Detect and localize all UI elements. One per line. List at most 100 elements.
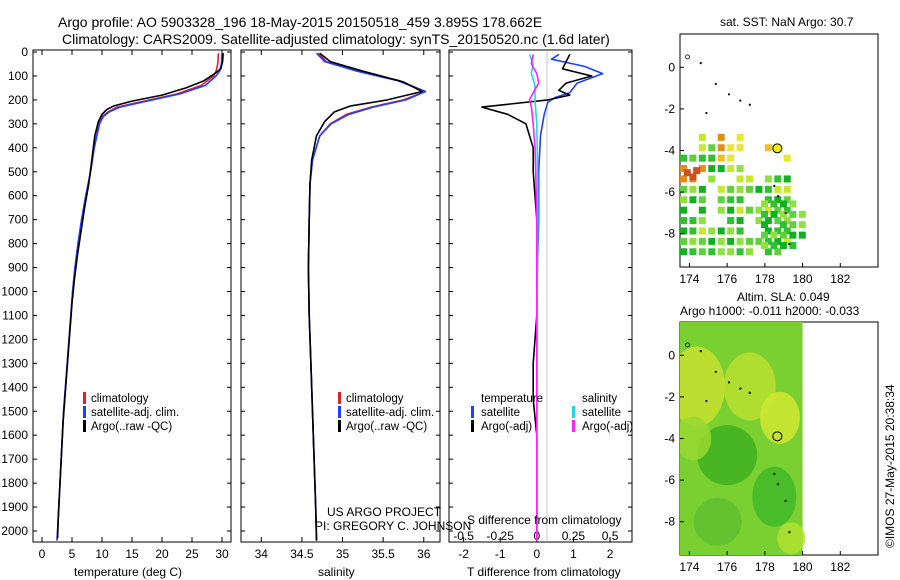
sst-map-coastline <box>685 54 791 246</box>
depth-tick-label: 1800 <box>1 476 28 490</box>
sst-cell <box>727 237 735 245</box>
sst-cell <box>764 248 772 256</box>
sst-cell <box>789 200 797 208</box>
sst-cell <box>755 185 763 193</box>
x-tick-label: 36 <box>417 547 431 561</box>
sla-blob <box>680 346 725 427</box>
depth-axis: 0 100 200 300 400 500 600 700 800 900 1000 1100 1200… <box>1 45 632 538</box>
sst-cell <box>783 175 791 183</box>
sla-map-field <box>680 322 806 555</box>
series-line-satellite-adj-clim- <box>56 53 223 541</box>
legend-label-argo: Argo(..raw -QC) <box>91 421 172 433</box>
sst-cell <box>717 196 725 204</box>
lon-tick-label: 178 <box>755 272 775 286</box>
island-dot <box>714 370 717 374</box>
depth-tick-label: 700 <box>8 213 28 227</box>
s-tick-label: 0.5 <box>602 529 619 543</box>
x-tick-label: -2 <box>458 547 469 561</box>
legend-swatch-s-argo <box>572 420 575 432</box>
salinity-x-axis: 34 34.5 35 35.5 36 <box>255 50 431 561</box>
salinity-xlabel: salinity <box>318 565 355 579</box>
sst-cell <box>698 237 706 245</box>
sst-cell <box>736 185 744 193</box>
x-tick-label: -1 <box>495 547 506 561</box>
sst-cell <box>798 221 806 229</box>
x-tick-label: 34 <box>255 547 269 561</box>
depth-tick-label: 400 <box>8 141 28 155</box>
sst-cell <box>770 231 778 239</box>
salinity-profiles <box>307 52 427 541</box>
lon-tick-label: 178 <box>755 560 775 574</box>
sst-cell <box>680 248 687 256</box>
island-dot <box>748 391 751 394</box>
sla-blob <box>777 522 806 555</box>
island-dot <box>748 103 751 106</box>
island-dot <box>739 387 742 390</box>
sst-cell <box>774 185 782 193</box>
sst-cell <box>746 185 753 193</box>
sst-cell <box>783 154 791 162</box>
temperature-plot-frame <box>32 49 232 543</box>
sst-cell <box>779 242 787 250</box>
island-dot <box>776 483 780 486</box>
difference-plot-frame <box>448 49 633 543</box>
legend-label-climatology: climatology <box>346 393 404 405</box>
sst-cell <box>727 144 735 152</box>
sst-cell <box>727 227 735 235</box>
sst-cell <box>764 196 772 204</box>
sst-cell <box>755 217 763 225</box>
island-dot <box>727 93 731 96</box>
x-tick-label: 0 <box>39 547 46 561</box>
s-tick-label: -0.5 <box>453 529 474 543</box>
sst-cell <box>698 185 706 193</box>
sst-cell <box>755 237 763 245</box>
sst-cell <box>783 217 791 225</box>
sst-cell <box>770 210 778 218</box>
sst-cell <box>736 217 744 225</box>
series-line-temperature-argo-adj- <box>481 54 593 541</box>
sst-cell <box>689 237 697 245</box>
island-dot <box>773 184 776 187</box>
lon-tick-label: 180 <box>793 560 813 574</box>
sst-cell <box>727 248 735 256</box>
sst-cell <box>746 175 753 183</box>
x-tick-label: 34.5 <box>290 547 314 561</box>
sst-cell <box>689 248 697 256</box>
sst-map-axes: 174 176 178 180 182 0 -2 -4 -6 -8 <box>664 60 850 286</box>
sst-cell <box>717 237 725 245</box>
series-line-satellite-adj-clim- <box>307 52 427 541</box>
legend-swatch-climatology <box>83 392 86 404</box>
sst-cell <box>783 196 791 204</box>
sst-cell <box>736 227 744 235</box>
sst-cell <box>717 133 725 141</box>
sst-cell <box>680 206 687 214</box>
sst-cell <box>764 144 772 152</box>
island-dot <box>714 82 717 86</box>
pi-label: PI: GREGORY C. JOHNSON <box>315 519 471 533</box>
island-dot <box>727 381 731 384</box>
depth-tick-label: 2000 <box>1 524 28 538</box>
sst-cell <box>774 206 782 214</box>
sst-cell <box>689 217 697 225</box>
island-dot <box>705 399 708 403</box>
temperature-x-axis: 0 5 10 15 20 25 30 <box>39 50 229 561</box>
x-tick-label: 1 <box>570 547 577 561</box>
sst-cell <box>798 231 806 239</box>
island-dot <box>784 499 787 503</box>
legend-label-satellite: satellite-adj. clim. <box>91 407 179 419</box>
sst-cell <box>717 227 725 235</box>
sst-cell <box>764 227 772 235</box>
lon-tick-label: 174 <box>679 272 699 286</box>
depth-tick-label: 1300 <box>1 356 28 370</box>
sla-map-coastline <box>685 342 791 534</box>
sst-cell <box>774 196 782 204</box>
depth-tick-label: 0 <box>21 45 28 59</box>
sst-cell <box>698 248 706 256</box>
depth-tick-label: 1900 <box>1 500 28 514</box>
sst-cell <box>689 227 697 235</box>
sst-cell <box>698 196 706 204</box>
sst-cell <box>783 227 791 235</box>
sst-cell <box>761 200 769 208</box>
island-dot <box>699 62 702 65</box>
